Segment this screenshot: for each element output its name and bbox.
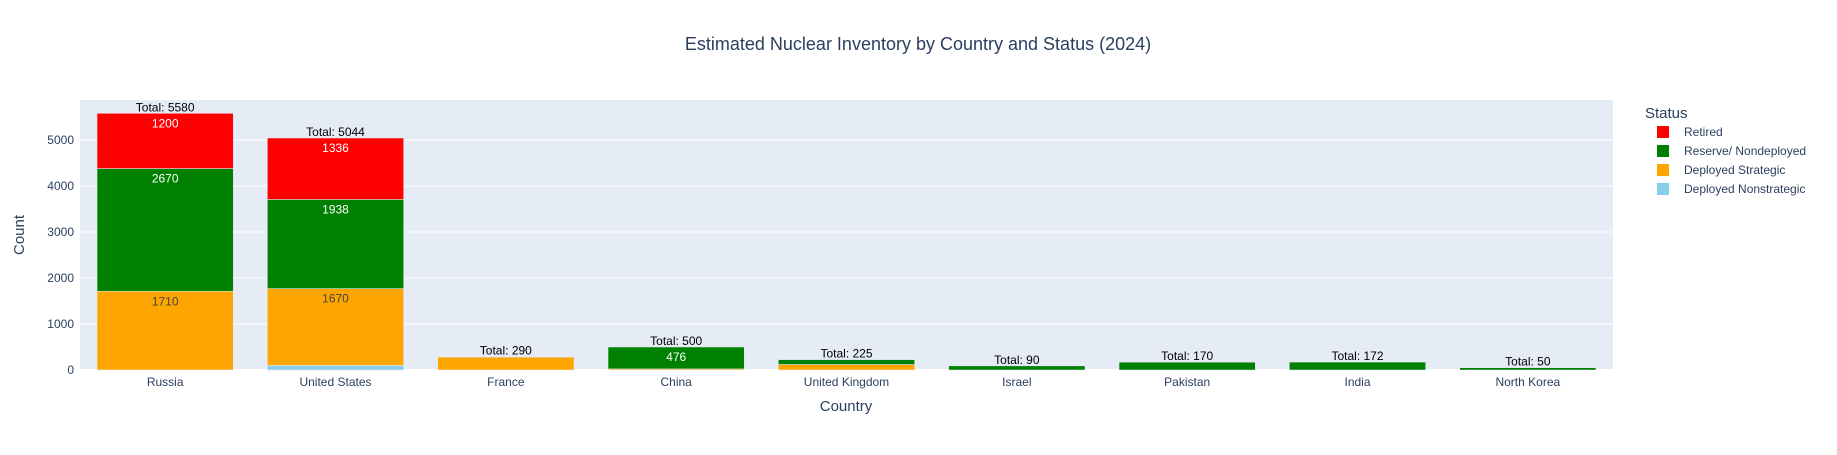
x-tick-label: Israel	[1002, 375, 1031, 389]
bar-value-label: 1938	[322, 202, 349, 216]
bar-value-label: 1200	[152, 116, 179, 130]
legend-label: Deployed Nonstrategic	[1684, 182, 1805, 196]
bar-france-deployed-strategic[interactable]	[438, 357, 574, 370]
y-axis-ticks: 0 1000 2000 3000 4000 5000	[47, 133, 74, 377]
legend-item-deployed-nonstrategic[interactable]: Deployed Nonstrategic	[1657, 182, 1805, 196]
x-tick-label: France	[487, 375, 525, 389]
chart-title: Estimated Nuclear Inventory by Country a…	[685, 34, 1151, 54]
y-tick-label: 2000	[47, 271, 74, 285]
total-label: Total: 170	[1161, 349, 1213, 363]
bar-united-states-deployed-nonstrategic[interactable]	[267, 365, 403, 370]
total-label: Total: 172	[1331, 349, 1383, 363]
y-tick-label: 0	[67, 363, 74, 377]
total-label: Total: 225	[820, 347, 872, 361]
bar-value-label: 2670	[152, 172, 179, 186]
legend-item-deployed-strategic[interactable]: Deployed Strategic	[1657, 163, 1785, 177]
legend-title: Status	[1645, 105, 1688, 122]
x-tick-label: China	[660, 375, 692, 389]
legend[interactable]: Status Retired Reserve/ Nondeployed Deploy…	[1645, 105, 1806, 196]
legend-item-retired[interactable]: Retired	[1657, 125, 1723, 139]
y-tick-label: 1000	[47, 317, 74, 331]
bar-russia-reserve-nondeployed[interactable]	[97, 169, 233, 292]
total-label: Total: 500	[650, 334, 702, 348]
x-tick-label: Pakistan	[1164, 375, 1210, 389]
y-tick-label: 4000	[47, 179, 74, 193]
legend-swatch	[1657, 164, 1669, 176]
bar-value-label: 1670	[322, 292, 349, 306]
legend-label: Deployed Strategic	[1684, 163, 1785, 177]
bar-value-label: 1336	[322, 141, 349, 155]
total-label: Total: 5044	[306, 125, 365, 139]
total-label: Total: 5580	[136, 100, 195, 114]
bar-value-label: 1710	[152, 294, 179, 308]
bar-india-reserve-nondeployed[interactable]	[1289, 362, 1425, 370]
x-tick-label: United Kingdom	[804, 375, 889, 389]
x-tick-label: Russia	[147, 375, 184, 389]
legend-label: Reserve/ Nondeployed	[1684, 144, 1806, 158]
total-label: Total: 290	[480, 344, 532, 358]
legend-swatch	[1657, 126, 1669, 138]
legend-swatch	[1657, 183, 1669, 195]
y-tick-label: 3000	[47, 225, 74, 239]
y-axis-title: Count	[11, 214, 28, 255]
x-tick-label: North Korea	[1495, 375, 1560, 389]
legend-swatch	[1657, 145, 1669, 157]
bar-united-kingdom-deployed-strategic[interactable]	[778, 364, 914, 370]
x-axis-ticks: Russia United States France China United Kin…	[147, 375, 1561, 389]
bar-pakistan-reserve-nondeployed[interactable]	[1119, 362, 1255, 370]
bar-value-label: 476	[666, 350, 686, 364]
x-axis-title: Country	[820, 398, 873, 415]
total-label: Total: 50	[1505, 355, 1551, 369]
x-tick-label: India	[1344, 375, 1370, 389]
y-tick-label: 5000	[47, 133, 74, 147]
legend-label: Retired	[1684, 125, 1723, 139]
total-label: Total: 90	[994, 353, 1040, 367]
x-tick-label: United States	[299, 375, 371, 389]
legend-item-reserve-nondeployed[interactable]: Reserve/ Nondeployed	[1657, 144, 1806, 158]
